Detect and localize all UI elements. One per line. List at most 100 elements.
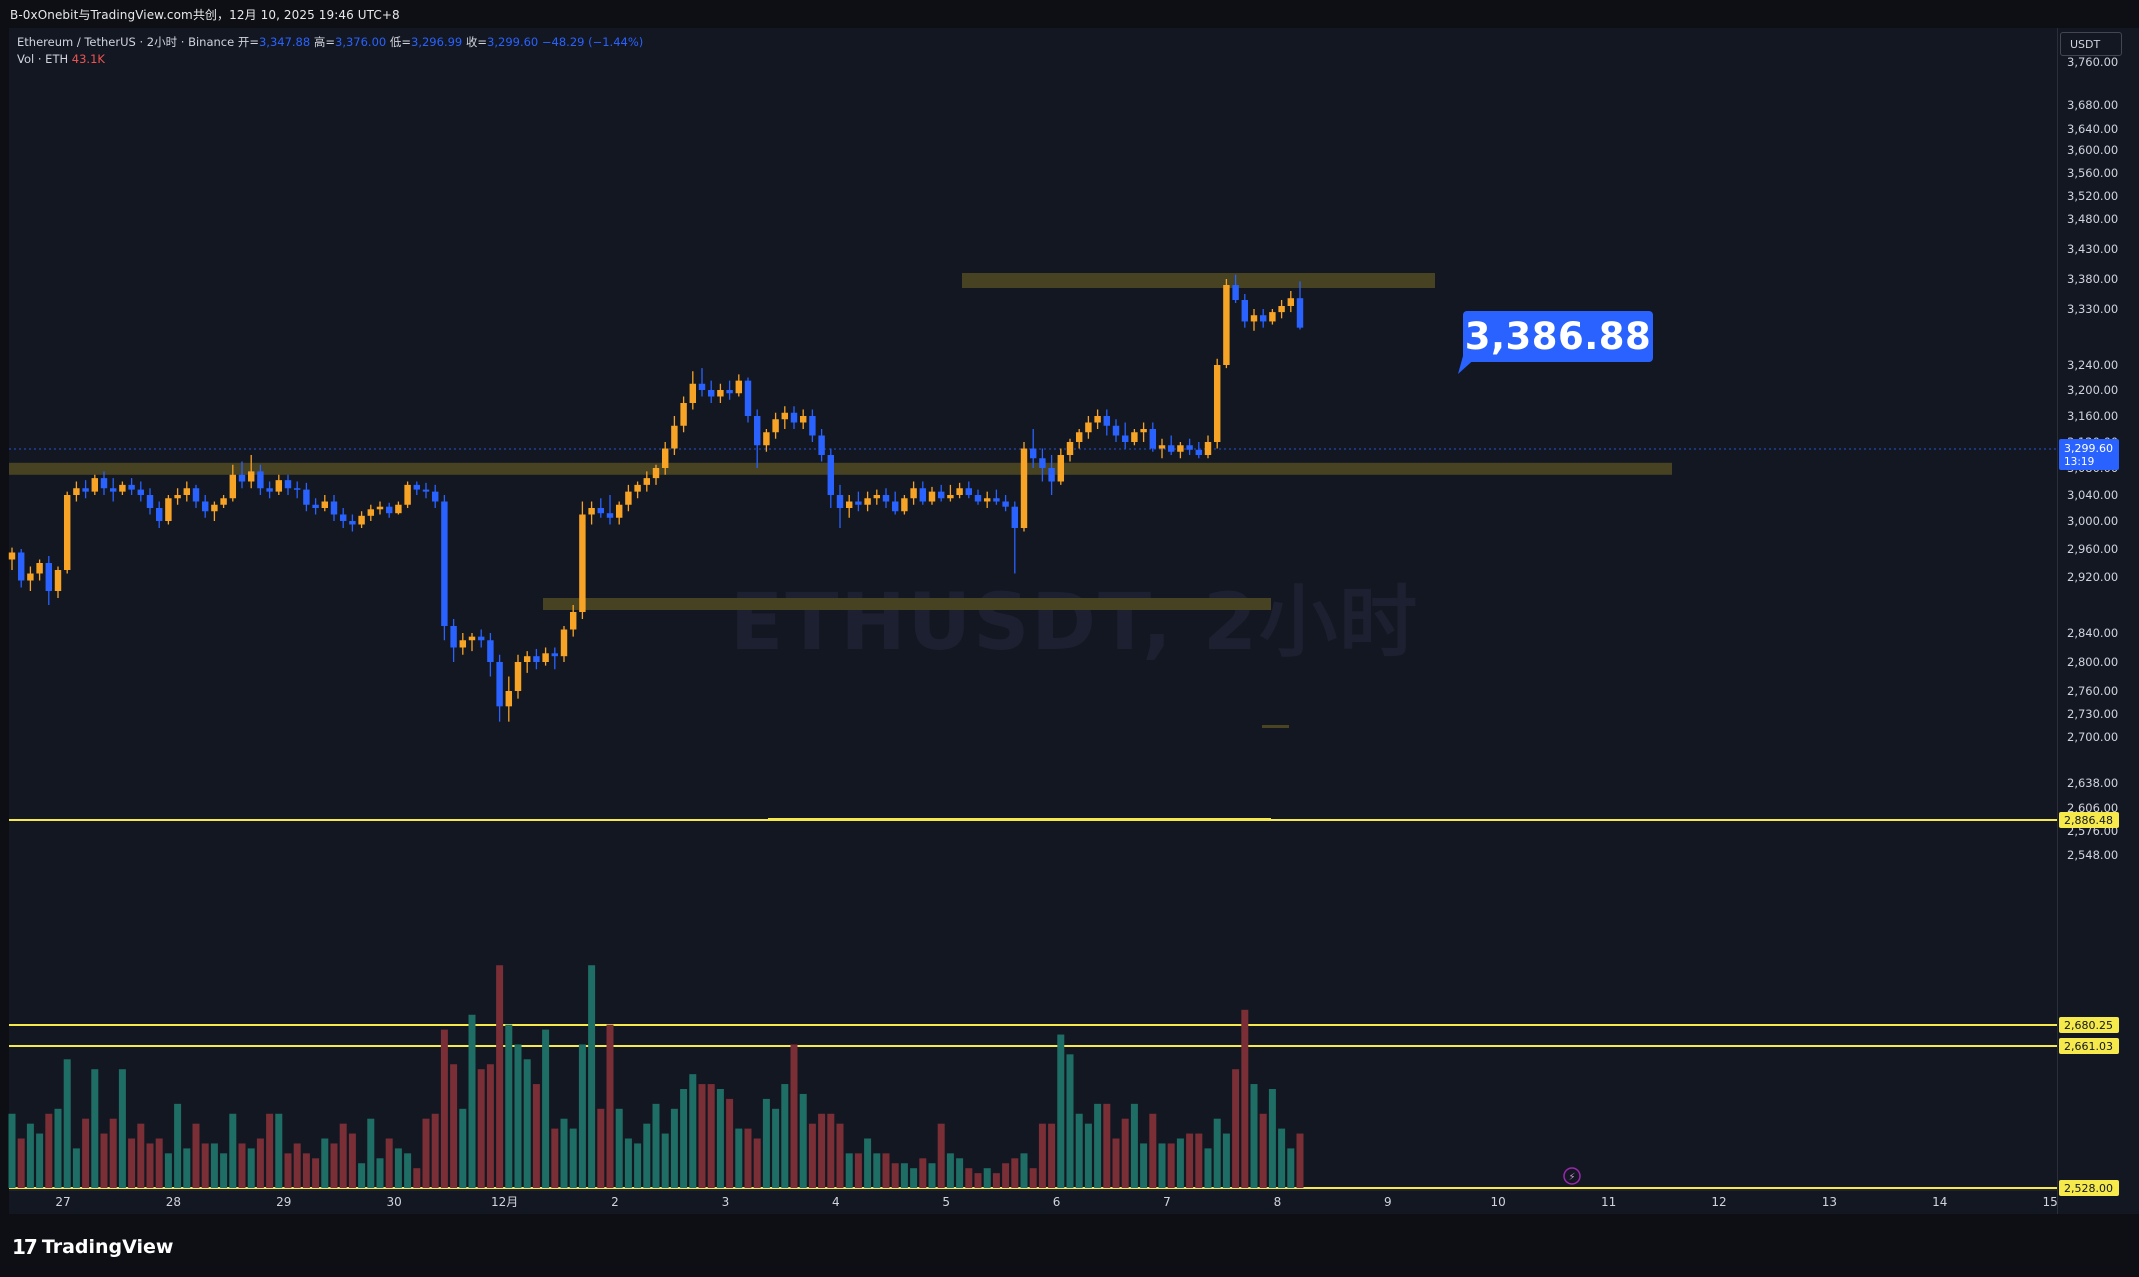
price-axis-tick: 3,520.00 <box>2067 189 2118 203</box>
candle-body <box>36 563 43 574</box>
volume-bar <box>772 1108 780 1188</box>
candle-body <box>625 491 632 505</box>
candle-body <box>284 480 292 489</box>
symbol-name[interactable]: Ethereum / TetherUS · 2小时 · Binance <box>17 35 235 49</box>
candle-body <box>1075 432 1083 442</box>
volume-bar <box>82 1118 90 1188</box>
volume-bar <box>72 1148 80 1188</box>
candle-body <box>413 484 421 490</box>
time-axis-tick: 15 <box>2043 1195 2058 1209</box>
volume-bar <box>670 1108 678 1188</box>
current-price-tag <box>2059 439 2119 470</box>
volume-bar <box>1140 1143 1148 1188</box>
price-level-tag-text: 2,661.03 <box>2064 1040 2113 1053</box>
volume-bar <box>928 1163 936 1188</box>
price-axis-tick: 3,380.00 <box>2067 272 2118 286</box>
candle-body <box>661 448 669 468</box>
volume-bar <box>707 1084 715 1188</box>
candle-body <box>211 504 218 512</box>
candle-body <box>542 653 549 662</box>
candle-body <box>349 521 356 525</box>
candle-body <box>882 495 890 502</box>
volume-bar <box>496 965 504 1188</box>
volume-bar <box>302 1153 310 1188</box>
currency-button[interactable]: USDT <box>2060 32 2122 56</box>
candle-body <box>137 489 145 495</box>
chart-pane[interactable] <box>9 28 2057 1214</box>
price-axis-tick: 2,760.00 <box>2067 684 2118 698</box>
volume-bar <box>983 1168 991 1188</box>
volume-bar <box>137 1123 145 1188</box>
candle-body <box>1177 445 1184 452</box>
candle-body <box>82 488 89 492</box>
price-axis-tick: 3,480.00 <box>2067 212 2118 226</box>
volume-bar <box>63 1059 71 1188</box>
candle-body <box>1186 445 1193 450</box>
price-level-tag <box>2059 812 2119 828</box>
volume-bar <box>919 1158 927 1188</box>
volume-bar <box>864 1138 872 1188</box>
price-axis[interactable] <box>2057 28 2139 1214</box>
candle-body <box>330 501 338 515</box>
volume-bar <box>312 1158 320 1188</box>
volume-bar <box>726 1098 734 1188</box>
candle-body <box>450 626 457 648</box>
low-value: 3,296.99 <box>411 35 463 49</box>
time-axis-tick: 29 <box>276 1195 291 1209</box>
volume-bar <box>1130 1103 1138 1188</box>
candle-body <box>201 501 209 512</box>
volume-bar <box>376 1158 384 1188</box>
candle-body <box>671 425 678 449</box>
candle-body <box>395 504 402 514</box>
time-axis-tick: 8 <box>1274 1195 1282 1209</box>
candle-body <box>496 662 503 707</box>
volume-bar <box>1020 1153 1028 1188</box>
volume-bar <box>36 1133 44 1188</box>
candle-body <box>1057 455 1065 482</box>
price-axis-tick: 3,330.00 <box>2067 302 2118 316</box>
volume-bar <box>900 1163 908 1188</box>
volume-label[interactable]: Vol · ETH <box>17 52 69 66</box>
candle-body <box>63 495 71 570</box>
volume-bar <box>1296 1133 1304 1188</box>
price-axis-tick: 2,920.00 <box>2067 570 2118 584</box>
candle-body <box>109 488 117 492</box>
volume-bar <box>266 1113 274 1188</box>
candle-body <box>634 484 641 492</box>
candle-body <box>73 488 80 495</box>
symbol-legend[interactable]: Ethereum / TetherUS · 2小时 · Binance 开=3,… <box>17 34 643 68</box>
candle-body <box>45 563 53 591</box>
volume-bar <box>1029 1168 1037 1188</box>
candle-body <box>183 488 191 495</box>
volume-bar <box>790 1044 798 1188</box>
candle-body <box>376 506 384 510</box>
price-axis-tick: 3,200.00 <box>2067 383 2118 397</box>
close-value: 3,299.60 <box>487 35 539 49</box>
price-axis-tick: 2,800.00 <box>2067 655 2118 669</box>
volume-bar <box>440 1029 448 1188</box>
tradingview-logo[interactable]: 17 TradingView <box>12 1235 173 1259</box>
top-bar: B-0xOnebit与TradingView.com共创，12月 10, 202… <box>0 0 2139 27</box>
candle-body <box>1140 429 1147 433</box>
price-zone <box>9 462 1672 475</box>
volume-bar <box>91 1069 99 1188</box>
volume-bar <box>220 1153 228 1188</box>
candle-body <box>680 403 687 426</box>
candle-body <box>790 412 798 423</box>
volume-bar <box>321 1138 329 1188</box>
candle-body <box>155 508 163 521</box>
volume-bar <box>100 1133 108 1188</box>
volume-bar <box>183 1148 191 1188</box>
candle-body <box>901 498 908 512</box>
volume-bar <box>1259 1113 1267 1188</box>
volume-bar <box>1121 1118 1129 1188</box>
price-axis-tick: 2,700.00 <box>2067 730 2118 744</box>
price-zone <box>543 598 1271 610</box>
volume-bar <box>229 1113 237 1188</box>
candle-body <box>735 380 743 394</box>
candle-body <box>119 484 126 492</box>
candle-body <box>459 640 467 648</box>
candle-body <box>17 552 25 581</box>
candle-body <box>385 506 393 514</box>
